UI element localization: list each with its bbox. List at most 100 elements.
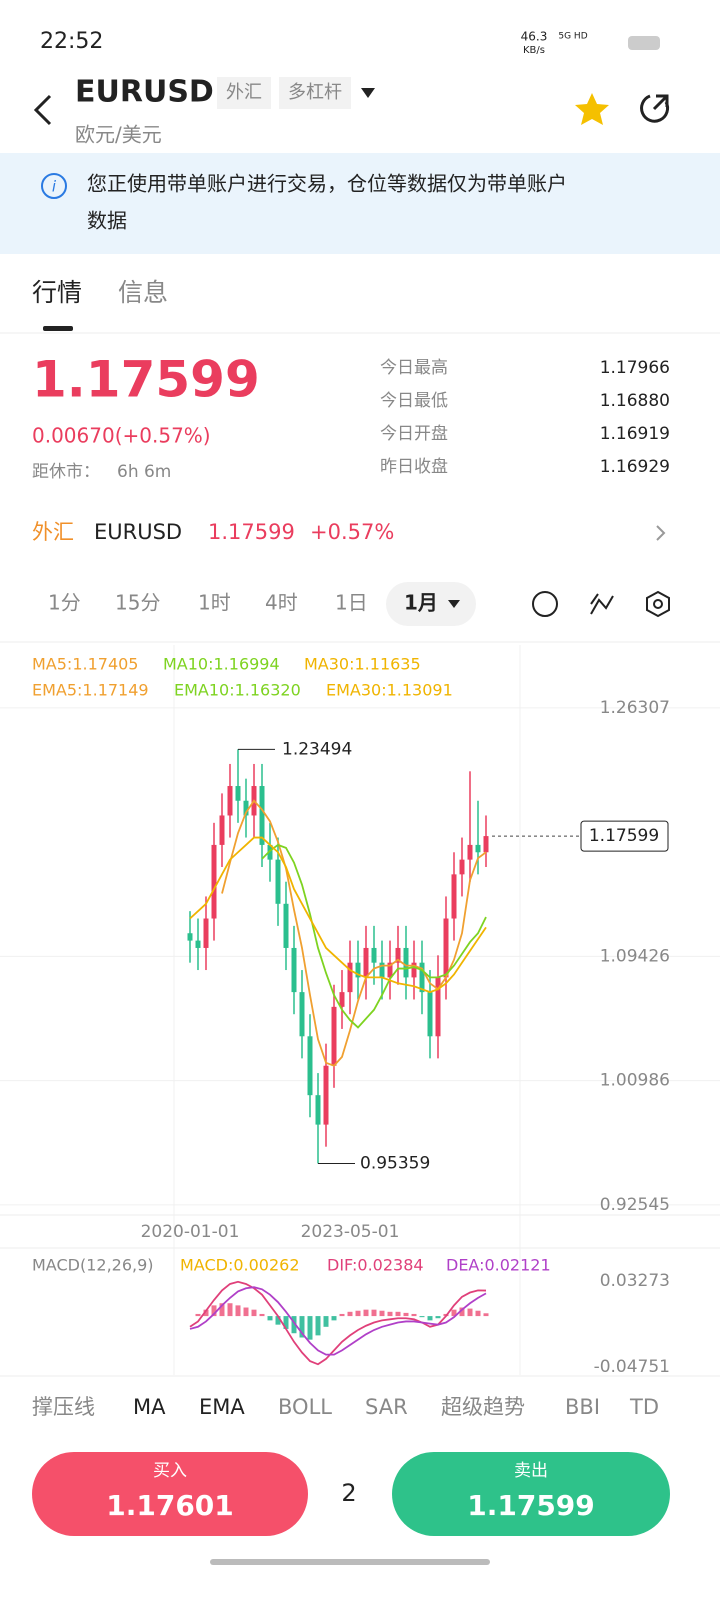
macd-bar	[203, 1309, 209, 1317]
macd-bar	[411, 1313, 417, 1317]
macd-bar	[419, 1316, 425, 1318]
interval-dropdown[interactable]	[448, 600, 460, 608]
legend-item: MACD:0.00262	[180, 1256, 300, 1275]
stat-label: 今日开盘	[380, 424, 448, 444]
network: 5G HD	[558, 32, 587, 42]
subtitle: 欧元/美元	[75, 123, 162, 147]
ma-line	[261, 843, 487, 1029]
candle-body	[451, 874, 457, 919]
macd-bar	[379, 1310, 385, 1317]
macd-bar	[195, 1313, 201, 1317]
legend-item: EMA10:1.16320	[174, 681, 301, 700]
price-tag-label: 1.17599	[589, 826, 659, 846]
interval[interactable]: 4时	[265, 591, 298, 615]
macd-bar	[387, 1311, 393, 1317]
net-unit: KB/s	[523, 45, 545, 56]
back-button[interactable]	[33, 94, 52, 126]
ticker-market: 外汇	[32, 520, 74, 544]
quantity[interactable]: 2	[341, 1479, 356, 1507]
close-time: 6h 6m	[117, 462, 171, 482]
indicator-tab[interactable]: 撑压线	[32, 1395, 95, 1419]
candle-body	[227, 786, 233, 816]
indicator-tab[interactable]: EMA	[199, 1395, 245, 1419]
sell-label: 卖出	[514, 1461, 548, 1481]
candle-body	[315, 1095, 321, 1125]
interval[interactable]: 1分	[48, 591, 81, 615]
legend-item: MA30:1.11635	[304, 655, 421, 674]
candle-body	[267, 844, 273, 860]
candle-body	[475, 844, 481, 853]
macd-bar	[483, 1313, 489, 1317]
tab[interactable]: 行情	[32, 278, 82, 307]
y-tick-label: 0.92545	[600, 1195, 670, 1215]
buy-button[interactable]	[32, 1452, 308, 1536]
chevron[interactable]	[656, 525, 666, 541]
ticker-change: +0.57%	[310, 520, 394, 544]
macd-bar	[427, 1316, 433, 1321]
ticker-symbol: EURUSD	[94, 520, 182, 544]
indicator-tab[interactable]: SAR	[365, 1395, 408, 1419]
indicator-tab[interactable]: BBI	[565, 1395, 600, 1419]
tag-bg	[279, 77, 351, 109]
tag: 外汇	[226, 82, 262, 103]
indicator-button[interactable]	[590, 593, 614, 615]
macd-bar	[459, 1307, 465, 1317]
indicator-tab[interactable]: TD	[629, 1395, 659, 1419]
macd-bar	[259, 1313, 265, 1317]
interval[interactable]: 1时	[198, 591, 231, 615]
candle-body	[419, 962, 425, 993]
tag: 多杠杆	[288, 82, 342, 103]
candle-body	[435, 977, 441, 1037]
candle-body	[235, 786, 241, 801]
net-speed: 46.3	[521, 30, 548, 44]
macd-bar	[243, 1307, 249, 1317]
candle-body	[291, 947, 297, 993]
candle-body	[187, 933, 193, 941]
y-tick-label: 0.03273	[600, 1271, 670, 1291]
settings-button[interactable]	[646, 590, 670, 618]
legend-item: MA10:1.16994	[163, 655, 280, 674]
stat-label: 今日最高	[380, 358, 448, 378]
macd-bar	[451, 1309, 457, 1317]
ma-line	[189, 836, 487, 994]
macd-bar	[211, 1305, 217, 1317]
info-button[interactable]	[532, 591, 558, 617]
macd-bar	[235, 1305, 241, 1317]
tab[interactable]: 信息	[118, 278, 168, 307]
indicator-tab[interactable]: 超级趋势	[441, 1395, 525, 1419]
macd-bar	[267, 1316, 273, 1321]
legend-item: DIF:0.02384	[327, 1256, 424, 1275]
buy-label: 买入	[153, 1461, 187, 1481]
dropdown[interactable]	[361, 88, 375, 98]
close-label: 距休市：	[32, 462, 100, 482]
high-label: 1.23494	[282, 739, 352, 759]
macd-bar	[363, 1309, 369, 1317]
sell-button[interactable]	[392, 1452, 670, 1536]
candle-body	[211, 844, 217, 919]
candle-body	[331, 1006, 337, 1066]
macd-bar	[347, 1311, 353, 1317]
macd-bar	[395, 1311, 401, 1317]
indicator-tab[interactable]: BOLL	[278, 1395, 332, 1419]
candle-body	[403, 947, 409, 978]
interval[interactable]: 15分	[115, 591, 160, 615]
y-tick-label: 1.00986	[600, 1071, 670, 1091]
legend-item: EMA30:1.13091	[326, 681, 453, 700]
macd-bar	[315, 1316, 321, 1336]
favorite[interactable]	[575, 93, 609, 125]
legend-item: MACD(12,26,9)	[32, 1256, 154, 1275]
indicator-tab[interactable]: MA	[133, 1395, 166, 1419]
candle-body	[467, 844, 473, 860]
y-tick-label: 1.26307	[600, 698, 670, 718]
candle-body	[363, 947, 369, 978]
candle-body	[283, 903, 289, 948]
candle-body	[371, 947, 377, 963]
macd-bar	[467, 1308, 473, 1317]
stat-value: 1.16919	[600, 424, 670, 444]
interval[interactable]: 1月	[404, 591, 438, 615]
interval[interactable]: 1日	[335, 591, 368, 615]
x-tick-label: 2020-01-01	[141, 1222, 240, 1242]
share[interactable]	[640, 94, 670, 123]
macd-bar	[339, 1313, 345, 1317]
macd-bar	[307, 1316, 313, 1340]
